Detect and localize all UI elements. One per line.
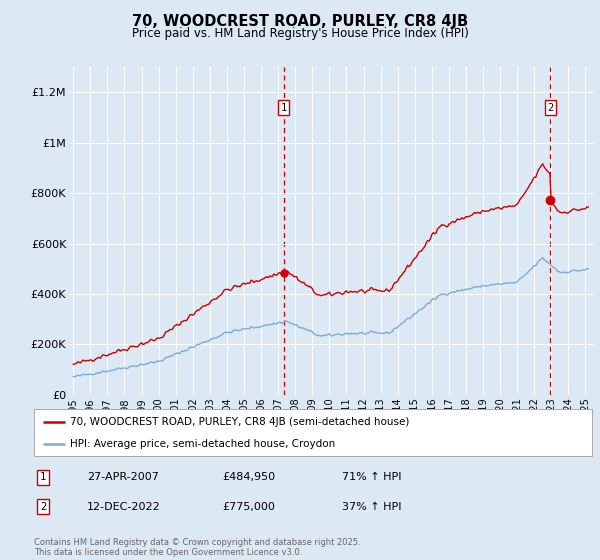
Text: HPI: Average price, semi-detached house, Croydon: HPI: Average price, semi-detached house,… [70, 438, 336, 449]
Text: 1: 1 [280, 102, 287, 113]
Text: 1: 1 [40, 472, 46, 482]
Text: 2: 2 [40, 502, 46, 512]
Text: 70, WOODCREST ROAD, PURLEY, CR8 4JB (semi-detached house): 70, WOODCREST ROAD, PURLEY, CR8 4JB (sem… [70, 417, 410, 427]
Text: 37% ↑ HPI: 37% ↑ HPI [342, 502, 401, 512]
Text: 2: 2 [547, 102, 554, 113]
Text: 70, WOODCREST ROAD, PURLEY, CR8 4JB: 70, WOODCREST ROAD, PURLEY, CR8 4JB [132, 14, 468, 29]
Text: 71% ↑ HPI: 71% ↑ HPI [342, 472, 401, 482]
Text: 27-APR-2007: 27-APR-2007 [87, 472, 159, 482]
Text: 12-DEC-2022: 12-DEC-2022 [87, 502, 161, 512]
Text: Price paid vs. HM Land Registry's House Price Index (HPI): Price paid vs. HM Land Registry's House … [131, 27, 469, 40]
Text: £775,000: £775,000 [222, 502, 275, 512]
Text: Contains HM Land Registry data © Crown copyright and database right 2025.
This d: Contains HM Land Registry data © Crown c… [34, 538, 361, 557]
Text: £484,950: £484,950 [222, 472, 275, 482]
